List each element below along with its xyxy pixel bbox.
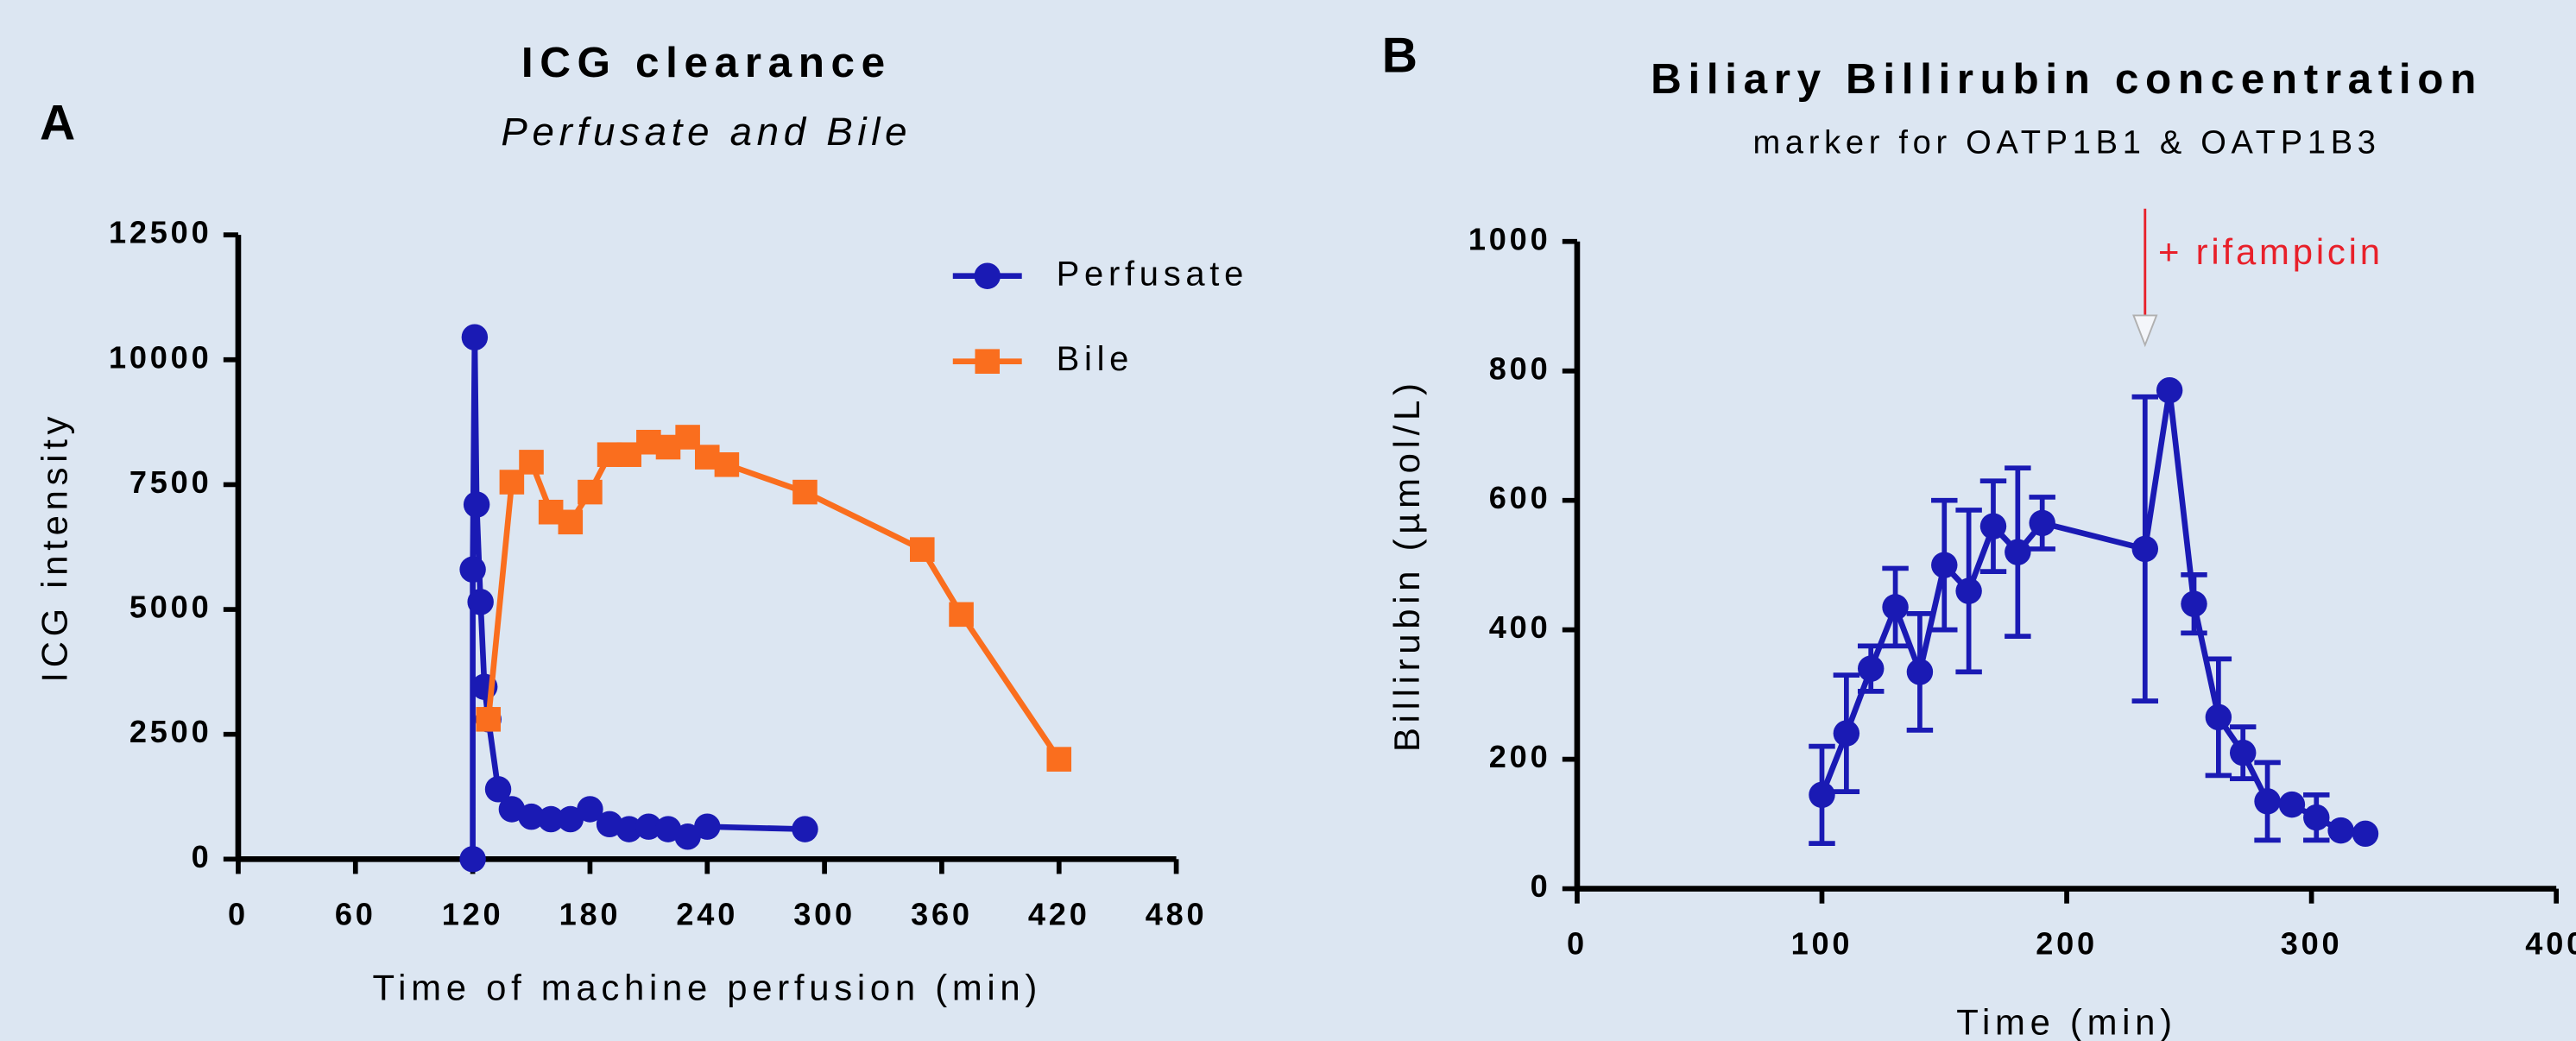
point <box>1931 552 1958 578</box>
point <box>467 589 494 615</box>
square-marker <box>949 602 974 628</box>
y-tick-label: 10000 <box>109 339 212 375</box>
x-tick-label: 300 <box>793 896 856 931</box>
y-axis-title: ICG intensity <box>35 412 75 683</box>
panel-letter: B <box>1382 28 1417 84</box>
x-tick-label: 60 <box>335 896 376 931</box>
square-marker <box>558 509 584 535</box>
chart-subtitle: Perfusate and Bile <box>501 110 912 154</box>
point <box>1906 659 1934 685</box>
square-marker <box>714 452 740 477</box>
chart-title: ICG clearance <box>521 39 892 86</box>
point <box>1857 655 1885 682</box>
y-tick-label: 1000 <box>1468 221 1551 256</box>
point <box>1809 781 1835 809</box>
point <box>484 776 512 803</box>
y-tick-label: 200 <box>1489 739 1551 774</box>
point <box>792 816 818 842</box>
point <box>2229 739 2257 767</box>
series-line <box>485 433 1062 761</box>
y-tick-label: 600 <box>1489 480 1551 515</box>
annotation-label: + rifampicin <box>2158 231 2383 272</box>
y-tick-label: 0 <box>192 839 212 874</box>
legend-label: Perfusate <box>1057 255 1248 293</box>
point <box>2303 804 2330 831</box>
point <box>459 846 486 873</box>
point <box>616 816 642 842</box>
square-marker <box>792 479 818 505</box>
point <box>518 803 545 830</box>
point <box>2352 820 2379 848</box>
annotation-arrowhead <box>2132 314 2158 348</box>
series-line <box>470 337 805 860</box>
x-axis-title: Time of machine perfusion (min) <box>372 968 1042 1008</box>
legend-label: Bile <box>1057 340 1133 378</box>
point <box>1955 577 1982 604</box>
square-marker <box>578 479 603 505</box>
point <box>2278 791 2306 818</box>
point <box>557 805 584 833</box>
y-axis-title: Billirubin (µmol/L) <box>1386 378 1427 752</box>
x-tick-label: 0 <box>228 896 249 931</box>
point <box>2181 590 2207 617</box>
x-tick-label: 480 <box>1146 896 1208 931</box>
legend-marker <box>975 349 1001 374</box>
point <box>694 813 721 840</box>
x-tick-label: 100 <box>1791 926 1853 962</box>
point <box>2029 509 2055 537</box>
square-marker <box>519 450 544 475</box>
y-tick-label: 0 <box>1531 868 1551 904</box>
y-tick-label: 400 <box>1489 609 1551 645</box>
point <box>1882 594 1909 621</box>
chart-title: Biliary Billirubin concentration <box>1651 55 2483 103</box>
x-axis-title: Time (min) <box>1956 1002 2177 1041</box>
x-tick-label: 300 <box>2281 926 2343 962</box>
point <box>577 796 603 823</box>
x-tick-label: 0 <box>1567 926 1588 962</box>
point <box>461 324 489 350</box>
y-tick-label: 12500 <box>109 215 212 250</box>
x-tick-label: 200 <box>2036 926 2098 962</box>
square-marker <box>910 537 935 562</box>
square-marker <box>476 707 501 732</box>
point <box>635 813 662 840</box>
x-tick-label: 180 <box>559 896 622 931</box>
y-tick-label: 2500 <box>129 714 212 749</box>
point <box>2254 788 2281 815</box>
point <box>2156 376 2183 404</box>
panel-letter: A <box>40 96 75 151</box>
square-marker <box>1046 747 1072 772</box>
point <box>459 556 486 583</box>
point <box>463 491 490 518</box>
legend-marker <box>974 262 1001 289</box>
point <box>1833 720 1860 747</box>
point <box>2131 535 2159 563</box>
point <box>2327 817 2354 844</box>
y-tick-label: 5000 <box>129 590 212 625</box>
x-tick-label: 120 <box>442 896 504 931</box>
chart-subtitle: marker for OATP1B1 & OATP1B3 <box>1752 125 2380 161</box>
point <box>2005 539 2031 565</box>
x-tick-label: 360 <box>911 896 973 931</box>
x-tick-label: 420 <box>1028 896 1090 931</box>
point <box>537 805 565 833</box>
y-tick-label: 7500 <box>129 464 212 500</box>
x-tick-label: 240 <box>676 896 738 931</box>
point <box>1979 513 2007 539</box>
x-tick-label: 400 <box>2525 926 2576 962</box>
point <box>2205 703 2232 731</box>
point <box>674 823 701 850</box>
y-tick-label: 800 <box>1489 350 1551 386</box>
